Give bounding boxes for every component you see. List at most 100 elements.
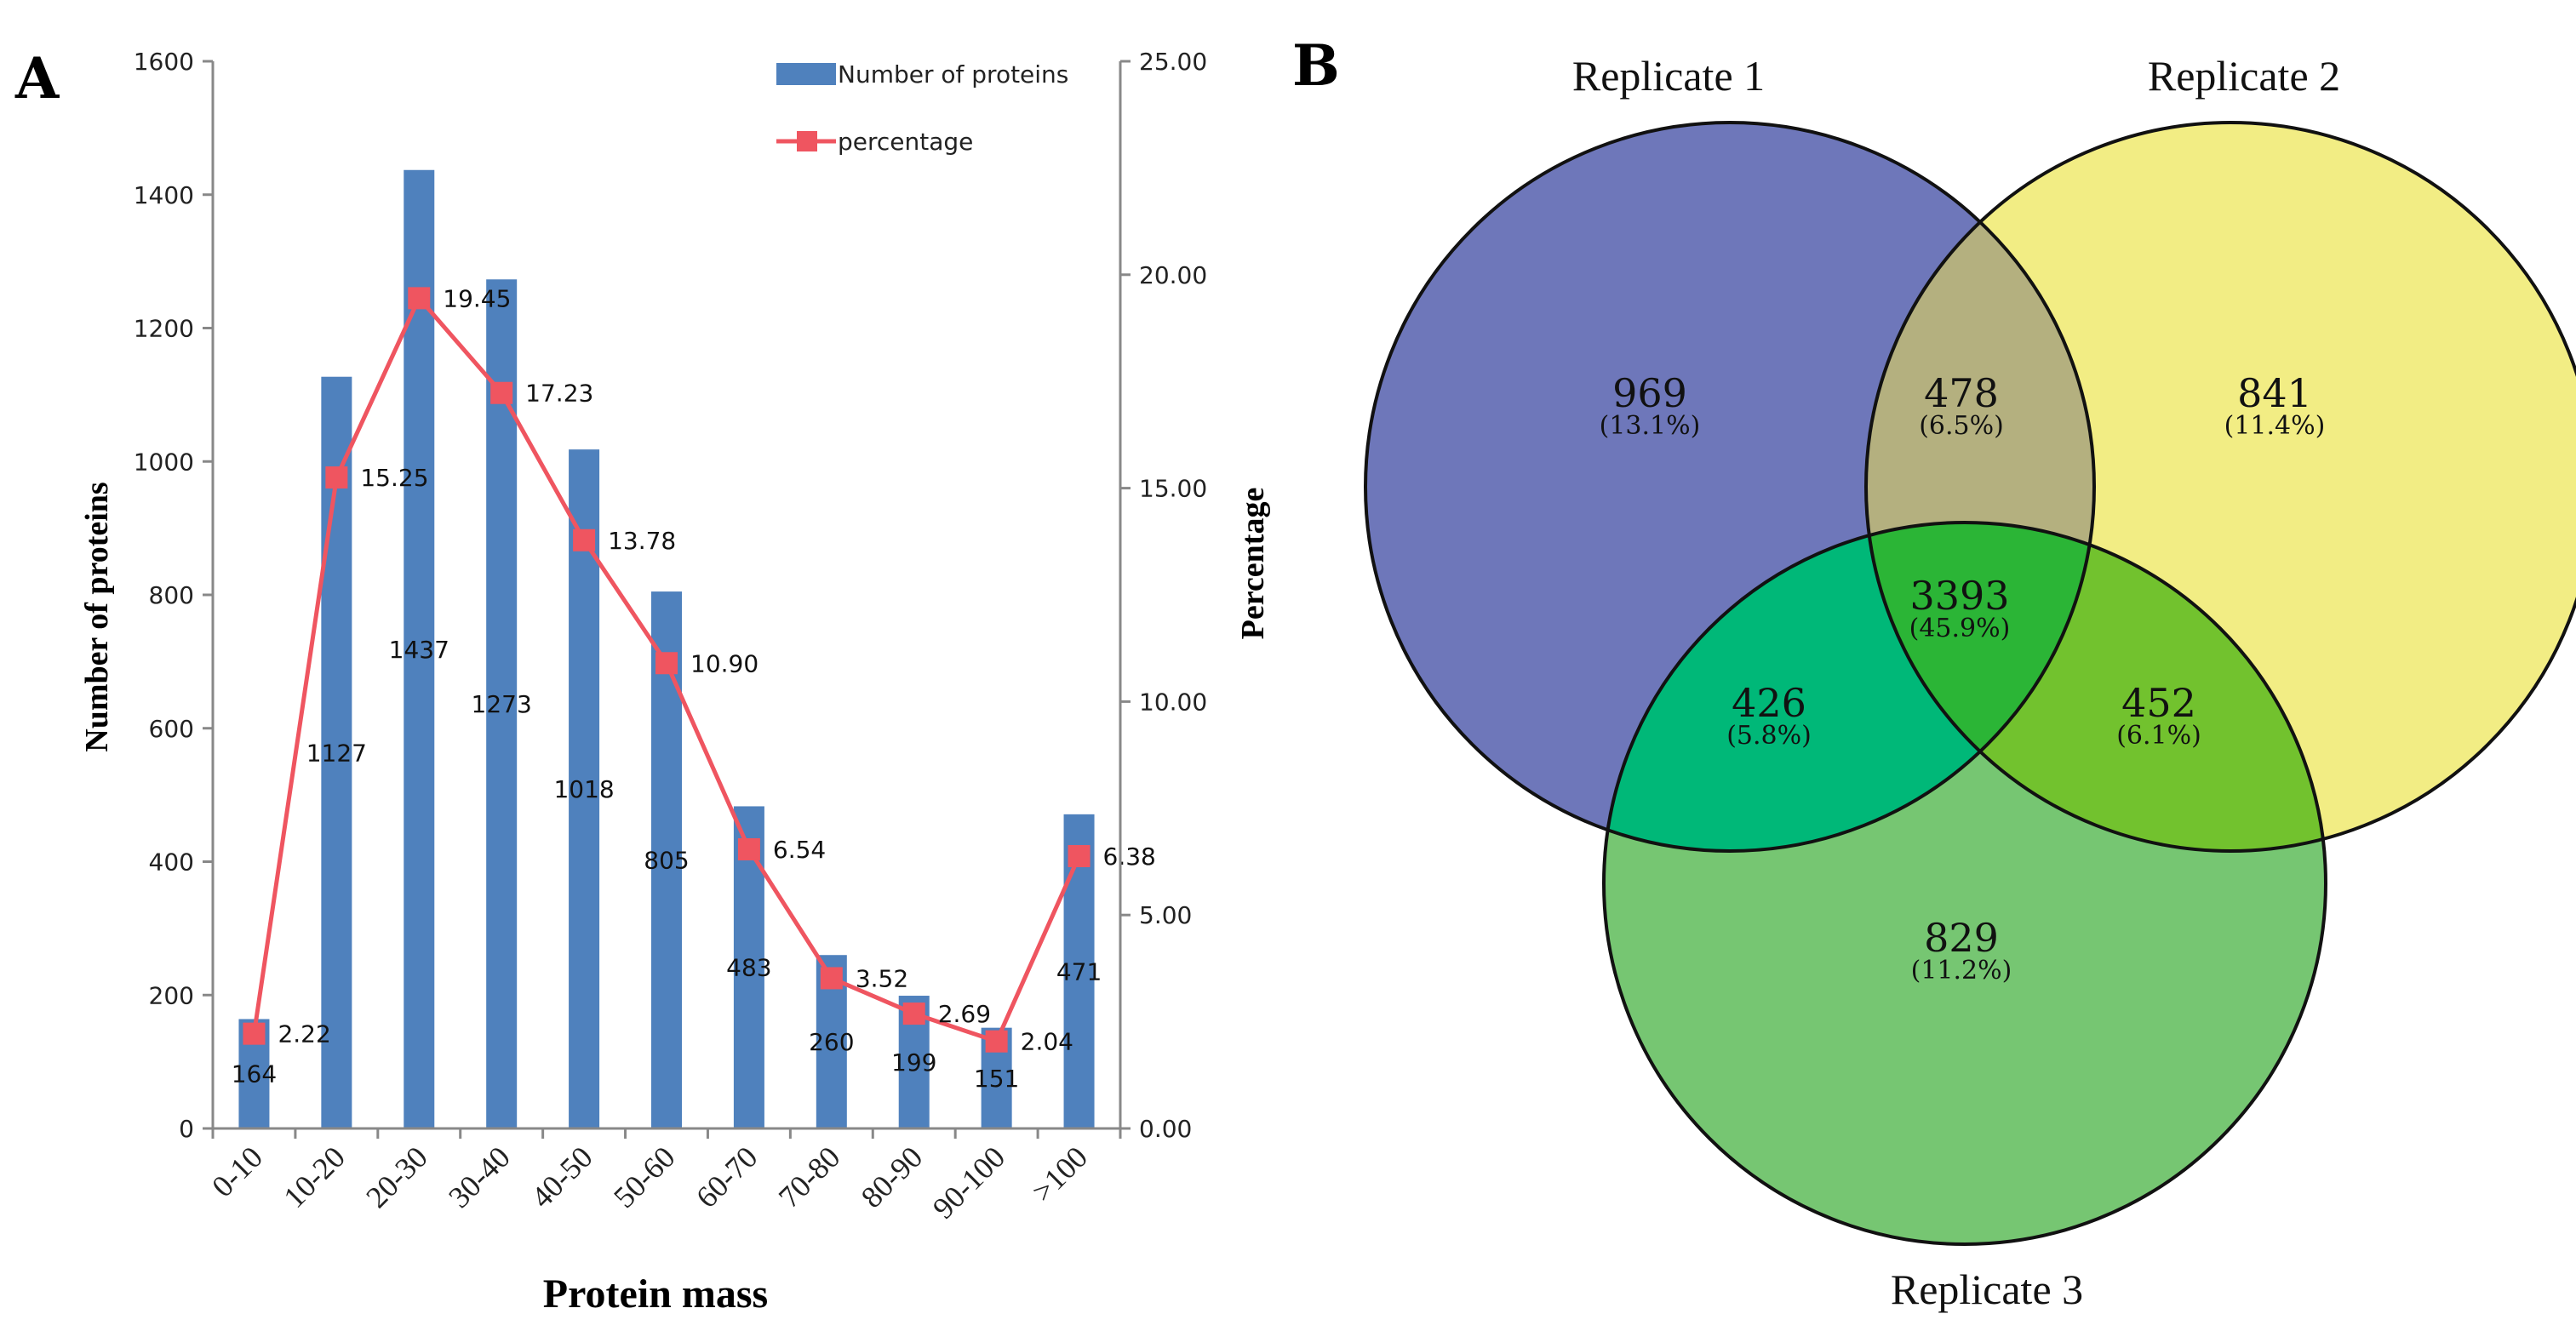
left-y-tick-label: 1400	[134, 181, 194, 209]
right-y-tick-label: 25.00	[1139, 48, 1207, 76]
bar-value-label: 805	[644, 847, 689, 875]
venn-count-all-three: 3393	[1909, 573, 2009, 619]
bar-value-label: 1273	[472, 690, 532, 718]
venn-percent-replicate-1-3: (5.8%)	[1726, 721, 1812, 751]
x-tick-labels: 0-10 10-20 20-30 30-40 40-50 50-60 60-70 70-80 8…	[205, 1140, 1094, 1225]
venn-count-replicate-1-only: 969	[1612, 370, 1687, 416]
x-tick-label: 40-50	[524, 1140, 599, 1214]
venn-count-replicate-1-3: 426	[1732, 680, 1806, 726]
panel-b-venn-diagram: B Replicate 1 Replicate 2 Replicate 3 96…	[1292, 32, 2576, 1313]
right-y-tick-label: 0.00	[1139, 1115, 1192, 1143]
x-tick-label: 0-10	[205, 1140, 269, 1203]
percentage-marker	[573, 528, 596, 551]
bar-value-label: 1127	[306, 739, 367, 767]
left-y-tick-label: 800	[149, 581, 194, 609]
axes	[203, 60, 1131, 1139]
left-y-tick-label: 1000	[134, 448, 194, 476]
x-tick-label: 50-60	[607, 1140, 682, 1214]
percentage-marker	[490, 381, 513, 404]
panel-b-label: B	[1292, 32, 1340, 99]
percentage-marker	[408, 287, 431, 310]
legend-swatch-bars	[776, 63, 836, 85]
percentage-value-label: 10.90	[690, 649, 758, 677]
percentage-value-label: 19.45	[443, 284, 511, 312]
percentage-marker	[820, 967, 843, 990]
left-y-tick-label: 200	[149, 981, 194, 1009]
bar-series	[238, 169, 1095, 1129]
set-title-replicate-3: Replicate 3	[1891, 1265, 2083, 1313]
panel-a-combo-chart: A 1641127143712731018805483260199151471 …	[14, 45, 1271, 1317]
venn-percent-replicate-1-only: (13.1%)	[1600, 411, 1701, 441]
bar-value-labels: 164 1127 1437 1273 1018 805 483 260 199 151 471	[232, 636, 1102, 1093]
right-y-tick-label: 10.00	[1139, 688, 1207, 716]
left-y-tick-label: 400	[149, 848, 194, 877]
venn-overlap-1-3	[1604, 523, 2094, 851]
percentage-marker	[243, 1022, 266, 1045]
x-tick-label: 30-40	[442, 1140, 517, 1214]
venn-percent-replicate-2-only: (11.4%)	[2224, 411, 2326, 441]
percentage-value-label: 2.04	[1021, 1028, 1073, 1056]
x-tick-label: 20-30	[359, 1140, 434, 1214]
percentage-line-series: 2.22 15.25 19.45 17.23 13.78 10.90 6.54 3.52 2.6…	[243, 284, 1156, 1056]
venn-outline-replicate-1	[1364, 121, 2096, 853]
venn-count-replicate-1-2: 478	[1924, 370, 1999, 416]
venn-outline-replicate-2	[1864, 121, 2576, 853]
venn-percent-replicate-2-3: (6.1%)	[2116, 721, 2201, 751]
venn-count-replicate-2-only: 841	[2237, 370, 2312, 416]
percentage-value-label: 3.52	[856, 964, 908, 992]
percentage-marker	[325, 466, 348, 489]
percentage-value-label: 13.78	[608, 527, 676, 555]
set-title-replicate-2: Replicate 2	[2148, 52, 2340, 100]
percentage-value-label: 2.22	[278, 1020, 330, 1048]
left-y-tick-label: 1200	[134, 315, 194, 343]
bar-40-50	[569, 449, 600, 1128]
left-y-tick-labels: 0 200 400 600 800 1000 1200 1400 1600	[134, 48, 194, 1143]
x-tick-label: 70-80	[772, 1140, 847, 1214]
bar-30-40	[486, 279, 518, 1128]
x-tick-label: 80-90	[855, 1140, 930, 1214]
venn-outline-replicate-3	[1602, 521, 2327, 1246]
percentage-marker	[902, 1003, 925, 1025]
x-tick-label: 60-70	[690, 1140, 764, 1214]
percentage-value-label: 2.69	[938, 1000, 991, 1028]
legend-swatch-marker	[797, 131, 817, 151]
right-y-tick-labels: 0.00 5.00 10.00 15.00 20.00 25.00	[1139, 48, 1207, 1143]
venn-count-replicate-2-3: 452	[2121, 680, 2196, 726]
x-axis-title: Protein mass	[543, 1271, 768, 1317]
x-tick-label: 10-20	[277, 1140, 352, 1214]
bar-value-label: 164	[232, 1060, 277, 1088]
panel-a-label: A	[14, 45, 60, 111]
x-tick-label: 90-100	[926, 1140, 1011, 1225]
left-y-tick-label: 0	[179, 1115, 194, 1143]
percentage-marker	[655, 652, 678, 675]
percentage-value-label: 6.38	[1103, 843, 1156, 871]
percentage-value-label: 6.54	[773, 836, 826, 864]
right-y-tick-label: 15.00	[1139, 475, 1207, 503]
venn-percent-replicate-1-2: (6.5%)	[1919, 411, 2004, 441]
percentage-value-label: 17.23	[525, 380, 593, 408]
left-y-tick-label: 1600	[134, 48, 194, 76]
bar-value-label: 1018	[553, 775, 614, 803]
bar-10-20	[321, 376, 352, 1128]
bar-value-label: 1437	[389, 636, 449, 664]
venn-overlap-2-3	[1866, 523, 2326, 851]
legend: Number of proteins percentage	[776, 60, 1068, 156]
legend-label-line: percentage	[838, 128, 973, 156]
y-axis-title: Number of proteins	[79, 482, 115, 751]
venn-count-replicate-3-only: 829	[1924, 915, 1999, 961]
percentage-marker	[985, 1030, 1008, 1053]
y2-axis-title: Percentage	[1235, 488, 1271, 640]
left-y-tick-label: 600	[149, 715, 194, 743]
percentage-marker	[1068, 844, 1091, 867]
legend-label-bars: Number of proteins	[838, 60, 1068, 89]
bar-value-label: 151	[974, 1065, 1019, 1093]
bar-value-label: 471	[1056, 957, 1102, 985]
venn-percent-replicate-3-only: (11.2%)	[1911, 956, 2012, 985]
bar-value-label: 260	[809, 1028, 854, 1056]
x-tick-label: >100	[1025, 1140, 1094, 1208]
percentage-marker	[737, 837, 760, 860]
right-y-tick-label: 5.00	[1139, 901, 1192, 929]
bar-20-30	[404, 169, 435, 1129]
right-y-tick-label: 20.00	[1139, 261, 1207, 289]
